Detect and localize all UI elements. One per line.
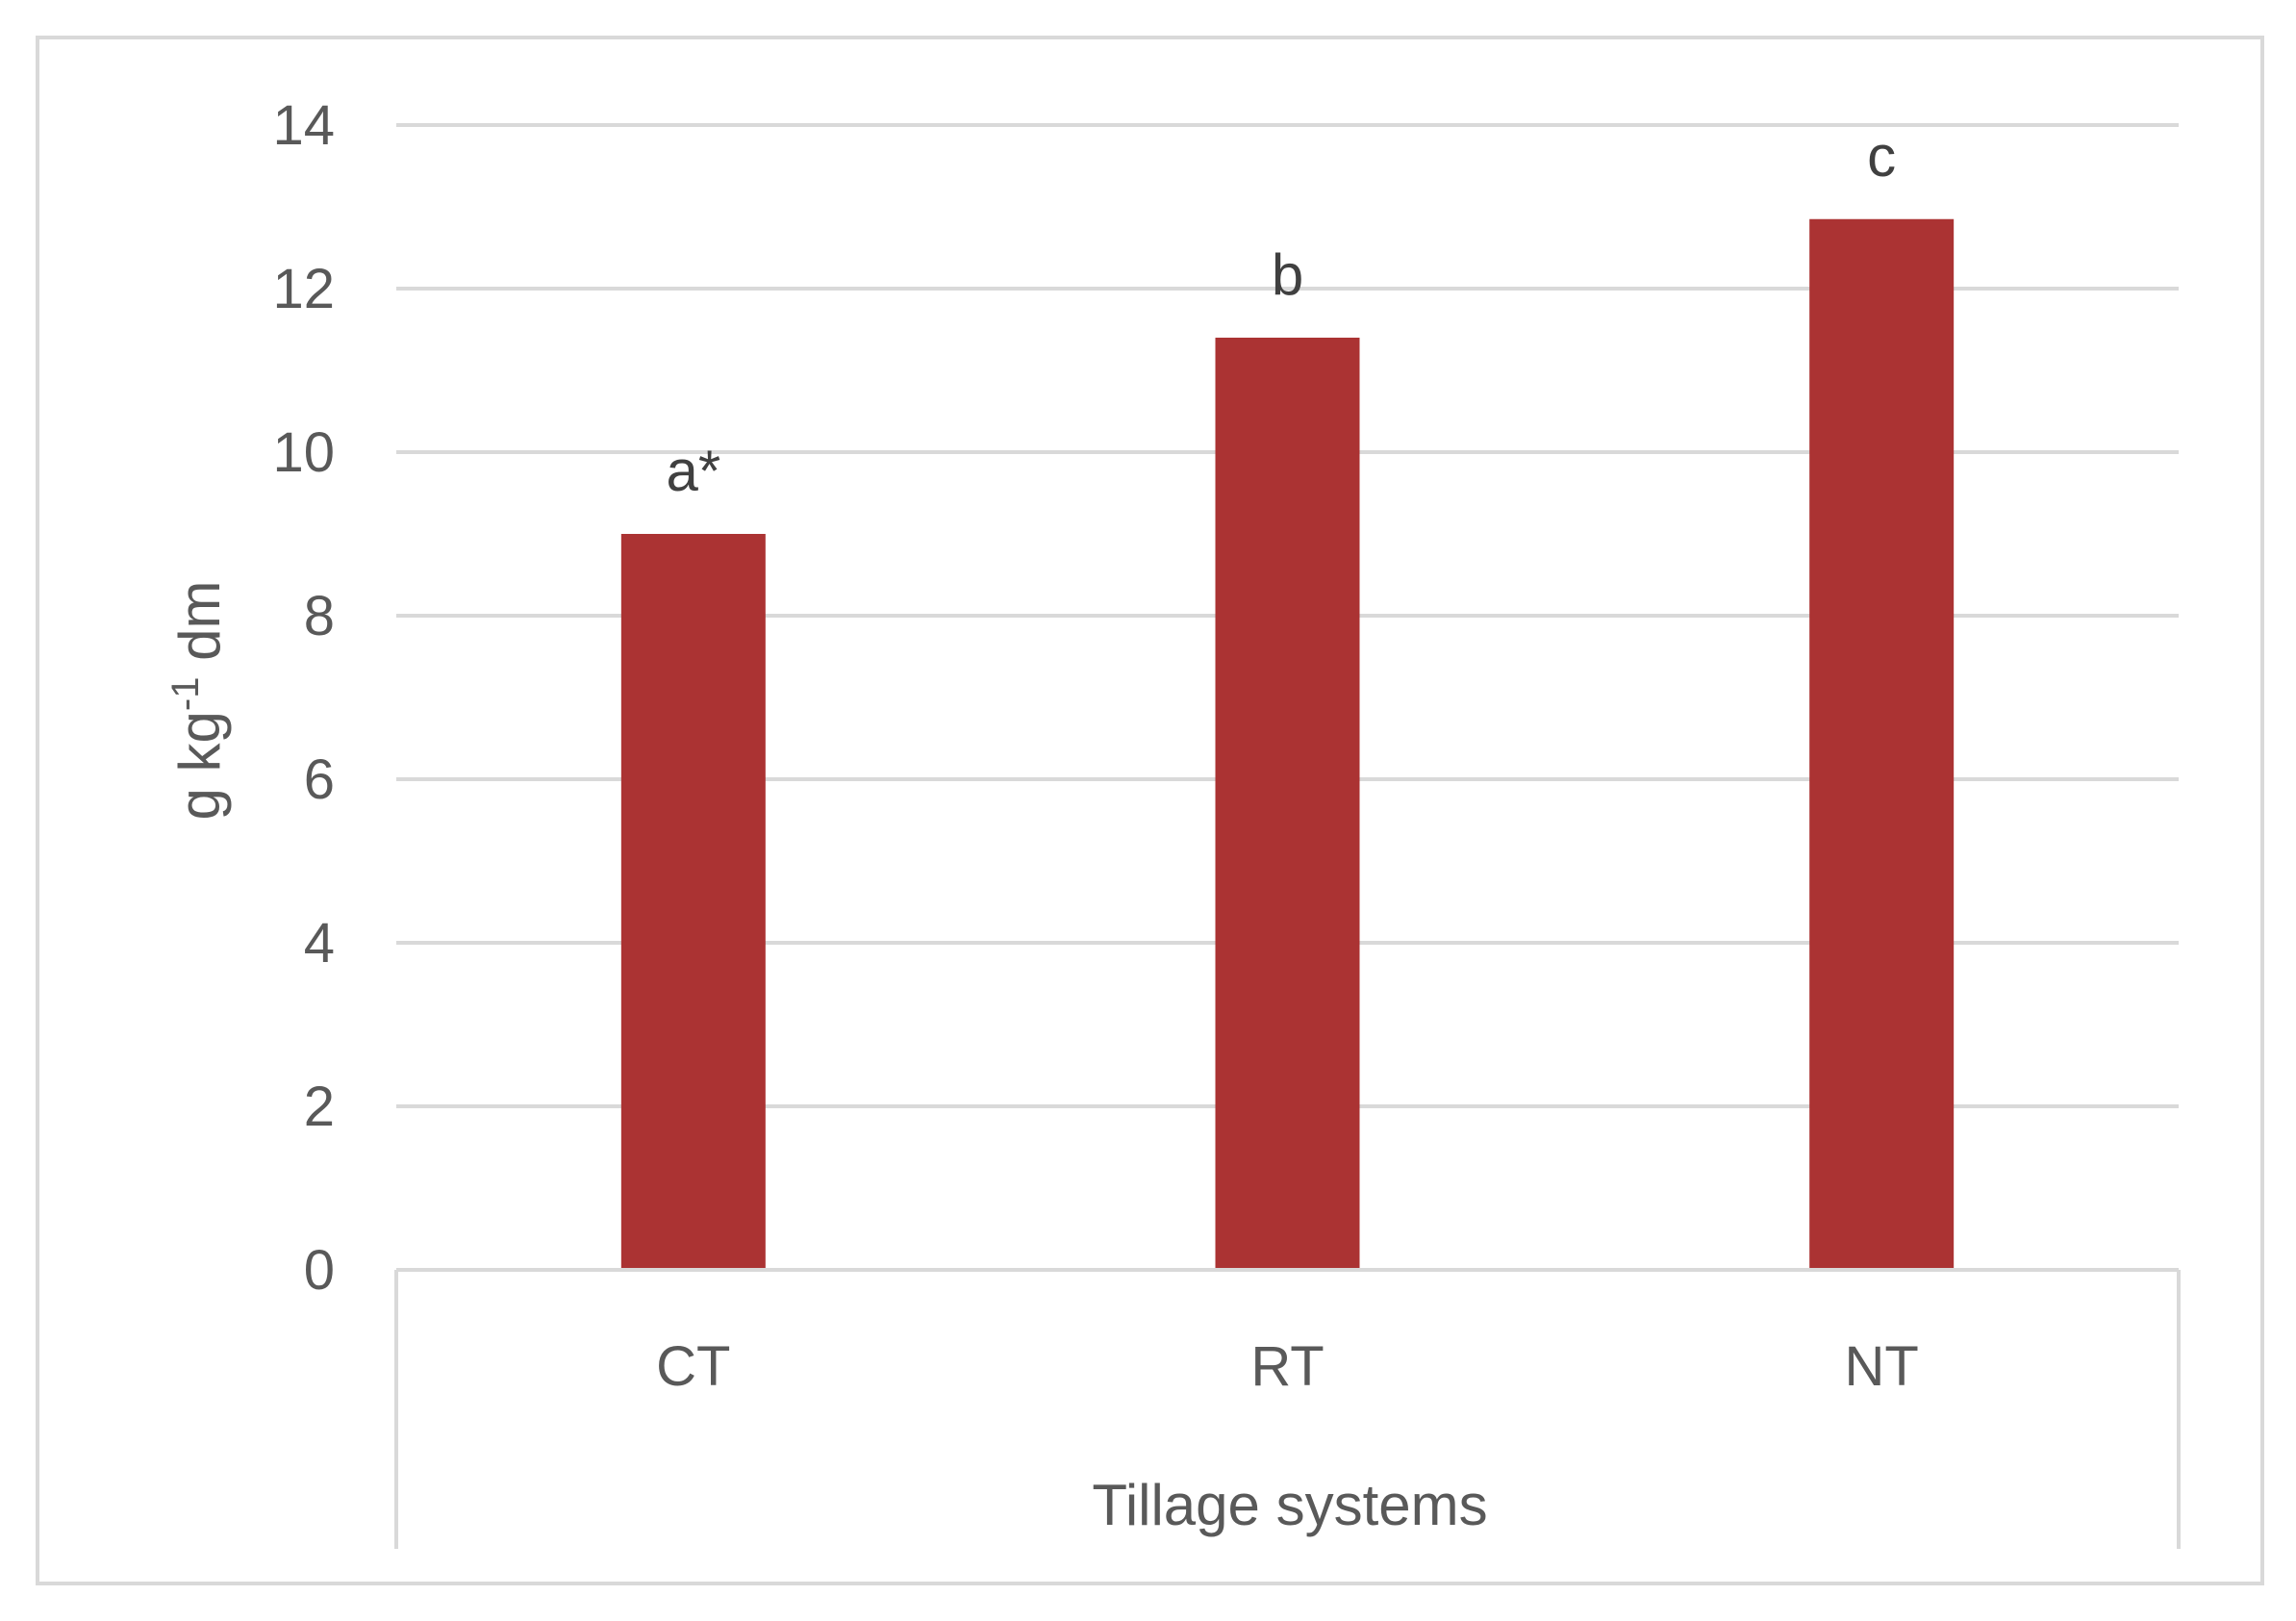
y-tick-label: 4 [304, 912, 335, 975]
y-tick-label: 14 [272, 94, 335, 157]
x-category-label: NT [1845, 1335, 1919, 1398]
data-label: a* [666, 439, 720, 503]
x-axis-title: Tillage systems [1092, 1473, 1487, 1537]
y-tick-label: 6 [304, 748, 335, 811]
data-label: c [1867, 124, 1896, 189]
x-category-label: RT [1250, 1335, 1324, 1398]
x-axis: CT RT NT [394, 1268, 2181, 1549]
bar-ct [620, 534, 766, 1270]
data-labels: a* b c [666, 124, 1896, 503]
bars [620, 218, 1955, 1270]
y-tick-label: 0 [304, 1239, 335, 1302]
y-axis-title: g kg-1 dm [164, 580, 232, 820]
y-tick-label: 8 [304, 585, 335, 647]
x-category-label: CT [656, 1335, 730, 1398]
y-tick-label: 12 [272, 258, 335, 320]
bar-rt [1215, 338, 1360, 1270]
y-tick-label: 10 [272, 421, 335, 484]
data-label: b [1272, 242, 1303, 307]
bar-nt [1809, 218, 1955, 1270]
y-tick-label: 2 [304, 1076, 335, 1138]
y-axis-title-superscript: -1 [164, 677, 207, 712]
y-axis-ticks: 0 2 4 6 8 10 12 14 [272, 94, 335, 1302]
